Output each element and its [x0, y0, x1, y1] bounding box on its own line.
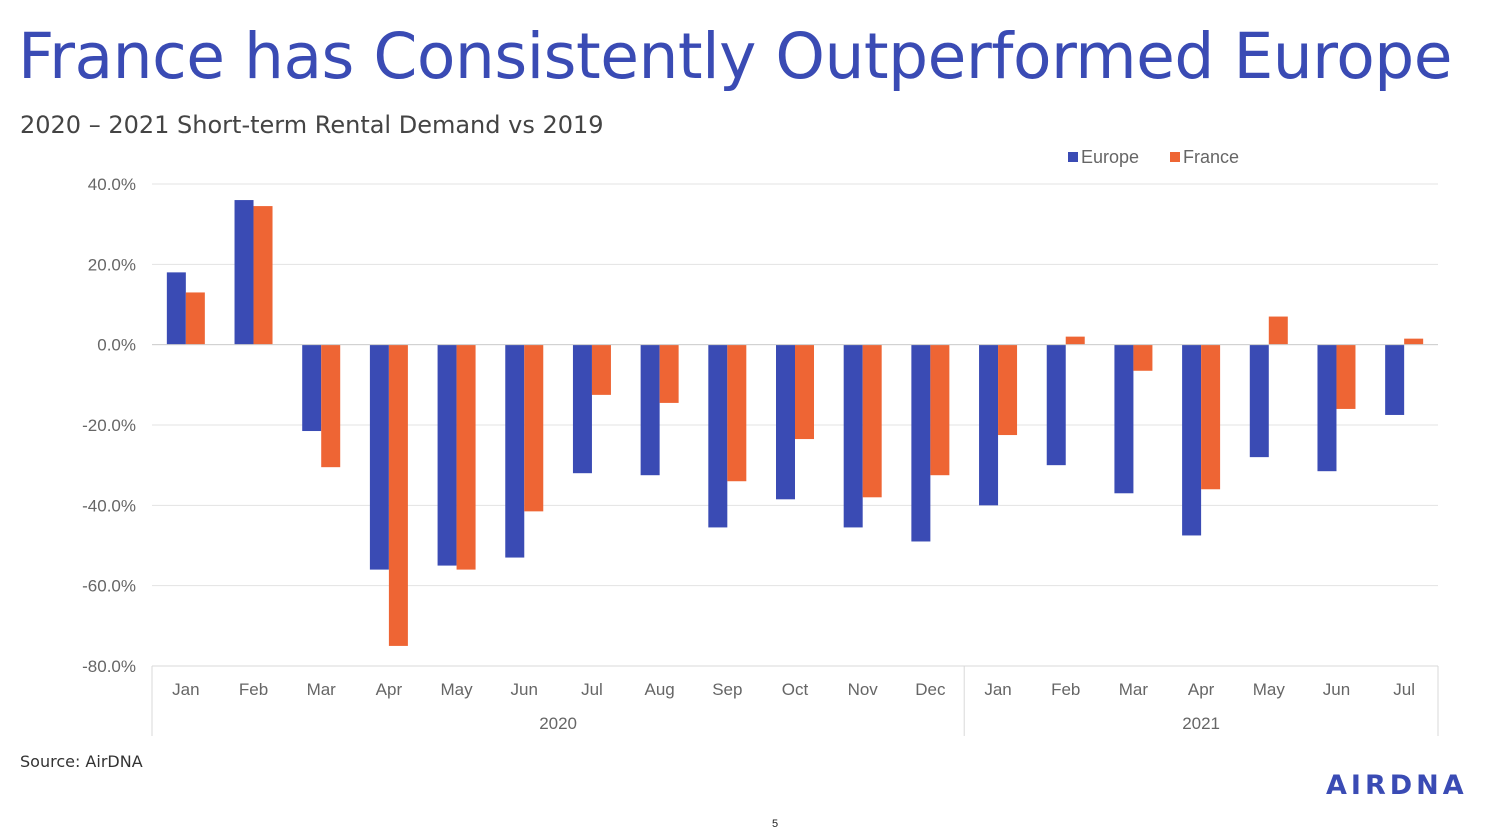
legend-swatch-europe	[1068, 152, 1078, 162]
bar-france	[524, 344, 544, 512]
y-tick-label: -80.0%	[82, 657, 136, 676]
bar-france	[253, 206, 273, 345]
bar-france	[795, 344, 814, 440]
y-tick-label: -60.0%	[82, 577, 136, 596]
bars	[152, 200, 1438, 646]
bar-europe	[1182, 344, 1202, 536]
year-group-label: 2020	[539, 714, 577, 733]
bar-france	[321, 344, 341, 468]
bar-france	[1404, 338, 1424, 345]
bar-france	[998, 344, 1018, 436]
x-tick-label: Dec	[915, 680, 946, 699]
x-tick-label: Feb	[239, 680, 268, 699]
bar-europe	[1317, 344, 1337, 472]
bar-france	[1201, 344, 1221, 490]
bar-france	[1065, 336, 1085, 345]
bar-france	[185, 292, 205, 345]
x-tick-label: Sep	[712, 680, 742, 699]
bar-france	[930, 344, 950, 476]
x-tick-label: Nov	[848, 680, 879, 699]
x-tick-label: Jan	[984, 680, 1011, 699]
bar-europe	[1114, 344, 1134, 494]
bar-europe	[572, 344, 592, 474]
x-tick-label: Apr	[1188, 680, 1215, 699]
x-tick-label: Jun	[1323, 680, 1350, 699]
x-tick-label: Jan	[172, 680, 199, 699]
bar-europe	[979, 344, 999, 506]
bar-europe	[1046, 344, 1066, 466]
bar-france	[388, 344, 408, 646]
bar-europe	[369, 344, 389, 570]
bar-europe	[708, 344, 728, 528]
bar-europe	[843, 344, 863, 528]
x-tick-label: Feb	[1051, 680, 1080, 699]
bar-europe	[437, 344, 457, 566]
page-number: 5	[772, 818, 779, 830]
y-tick-label: 40.0%	[88, 175, 136, 194]
legend-label-france: France	[1183, 147, 1239, 167]
bar-france	[456, 344, 476, 570]
source-note: Source: AirDNA	[20, 752, 143, 771]
legend-swatch-france	[1170, 152, 1180, 162]
bar-europe	[234, 200, 254, 345]
y-tick-label: 0.0%	[97, 336, 136, 355]
year-group-label: 2021	[1182, 714, 1220, 733]
x-tick-label: Mar	[307, 680, 337, 699]
y-tick-label: -20.0%	[82, 416, 136, 435]
x-axis: Jan Feb Mar Apr May Jun Jul Aug Sep Oct Nov Dec Jan F…	[151, 665, 1439, 736]
x-tick-label: Aug	[645, 680, 675, 699]
bar-europe	[505, 344, 525, 558]
bar-france	[1336, 344, 1356, 409]
x-tick-label: Jul	[1393, 680, 1415, 699]
chart-area: 40.0% 20.0% 0.0% -20.0% -40.0% -60.0% -80.0% J…	[82, 147, 1439, 736]
x-tick-label: Oct	[782, 680, 809, 699]
bar-france	[727, 344, 747, 482]
airdna-logo: AIRDNA	[1326, 770, 1468, 801]
bar-europe	[302, 344, 322, 432]
chart-subtitle: 2020 – 2021 Short-term Rental Demand vs …	[20, 111, 604, 139]
bar-europe	[166, 272, 186, 345]
x-tick-label: Mar	[1119, 680, 1149, 699]
y-tick-label: -40.0%	[82, 496, 136, 515]
y-axis-labels: 40.0% 20.0% 0.0% -20.0% -40.0% -60.0% -80.0%	[82, 175, 136, 676]
x-tick-label: Jun	[511, 680, 538, 699]
bar-france	[1133, 344, 1153, 371]
bar-france	[1268, 316, 1288, 345]
bar-france	[591, 344, 611, 395]
bar-france	[862, 344, 882, 498]
bar-europe	[911, 344, 931, 542]
x-tick-label: May	[1253, 680, 1286, 699]
x-tick-label: Jul	[581, 680, 603, 699]
bar-europe	[776, 344, 795, 500]
bar-europe	[640, 344, 660, 476]
legend: Europe France	[1068, 147, 1239, 167]
slide-title: France has Consistently Outperformed Eur…	[18, 20, 1453, 93]
y-tick-label: 20.0%	[88, 255, 136, 274]
bar-europe	[1385, 344, 1405, 415]
x-tick-label: May	[441, 680, 474, 699]
bar-france	[659, 344, 679, 403]
bar-europe	[1249, 344, 1269, 458]
x-tick-label: Apr	[376, 680, 403, 699]
legend-label-europe: Europe	[1081, 147, 1139, 167]
